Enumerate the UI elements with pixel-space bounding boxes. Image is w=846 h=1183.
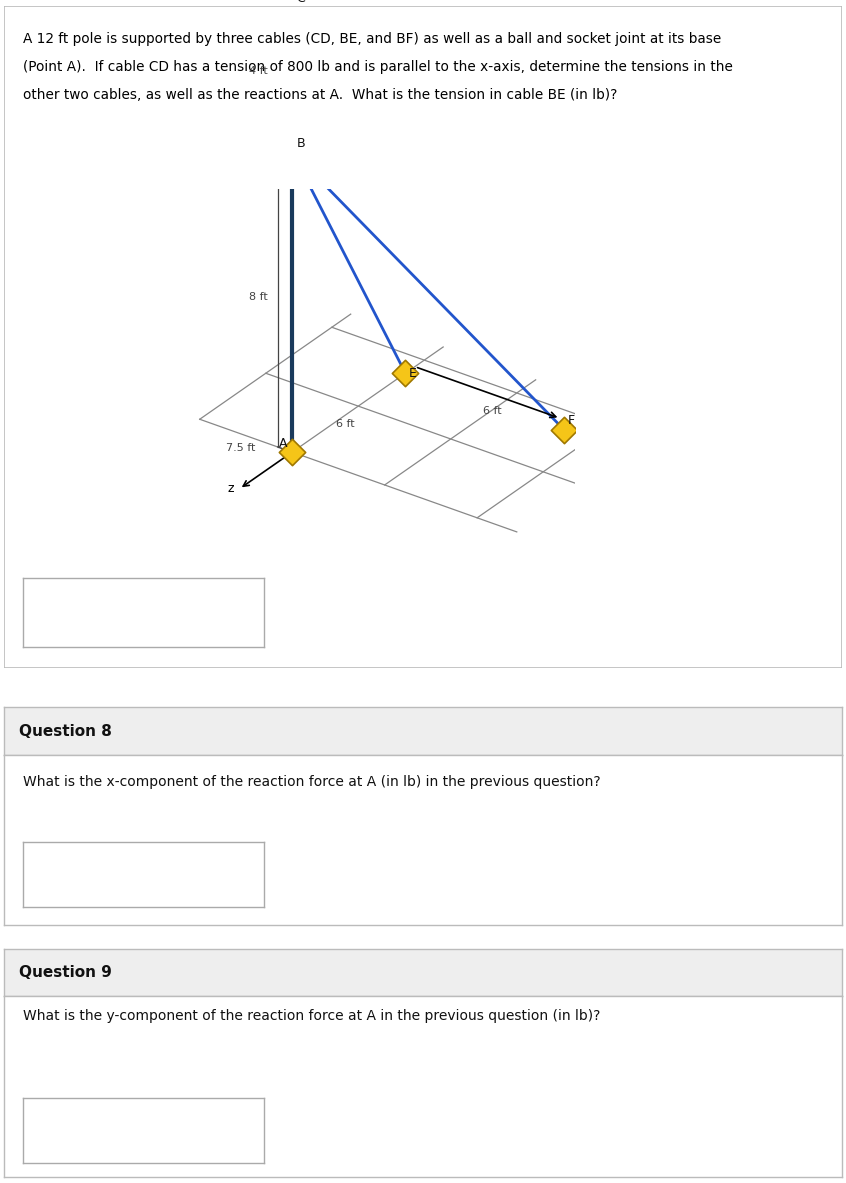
Text: z: z (228, 483, 233, 496)
Text: 7.5 ft: 7.5 ft (226, 444, 255, 453)
FancyBboxPatch shape (4, 6, 842, 668)
Text: Question 9: Question 9 (19, 965, 113, 980)
Text: C: C (296, 0, 305, 5)
Point (398, 364, 412, 383)
Text: 8 ft: 8 ft (250, 292, 268, 302)
Text: other two cables, as well as the reactions at A.  What is the tension in cable B: other two cables, as well as the reactio… (23, 88, 617, 102)
Text: A 12 ft pole is supported by three cables (CD, BE, and BF) as well as a ball and: A 12 ft pole is supported by three cable… (23, 32, 721, 46)
Point (558, 420, 571, 439)
Text: What is the y-component of the reaction force at A in the previous question (in : What is the y-component of the reaction … (23, 1009, 600, 1023)
Point (285, 442, 299, 461)
Text: Question 8: Question 8 (19, 724, 113, 738)
Text: 4 ft: 4 ft (250, 66, 268, 77)
Text: A: A (279, 438, 288, 451)
Text: B: B (297, 137, 305, 150)
Text: What is the x-component of the reaction force at A (in lb) in the previous quest: What is the x-component of the reaction … (23, 775, 601, 789)
Point (285, 0, 299, 11)
Text: E: E (409, 367, 417, 380)
Text: 6 ft: 6 ft (336, 419, 354, 429)
Point (285, 142, 299, 161)
Text: (Point A).  If cable CD has a tension of 800 lb and is parallel to the x-axis, d: (Point A). If cable CD has a tension of … (23, 60, 733, 75)
Text: x: x (564, 422, 571, 435)
Text: F: F (568, 414, 574, 427)
Text: 6 ft: 6 ft (483, 406, 502, 415)
